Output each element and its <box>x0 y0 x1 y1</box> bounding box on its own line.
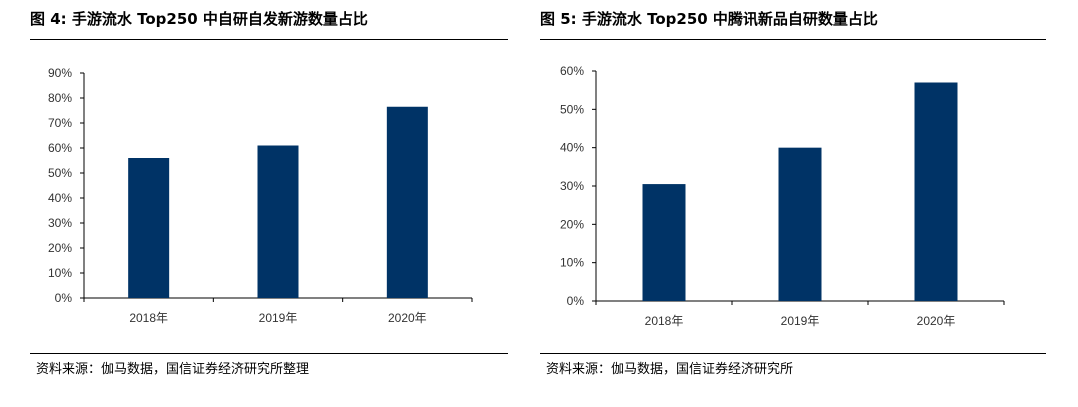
figure-5-panel: 图 5: 手游流水 Top250 中腾讯新品自研数量占比 0% 10% 20% 30%… <box>540 0 1046 407</box>
figure-4-y-tick-label: 40% <box>48 191 72 205</box>
figure-4-y-tick-label: 30% <box>48 216 72 230</box>
figure-5-y-tick-label: 0% <box>567 294 585 308</box>
figure-4-y-tick-label: 70% <box>48 116 72 130</box>
figure-5-top-rule <box>540 39 1046 40</box>
figure-4-source: 资料来源：伽马数据，国信证券经济研究所整理 <box>36 362 310 377</box>
figure-5-y-tick-label: 30% <box>560 179 584 193</box>
figure-5-bar <box>914 82 958 301</box>
figure-4-x-tick-label: 2019年 <box>259 311 298 325</box>
figure-5-y-tick-label: 50% <box>560 102 584 116</box>
figure-4-chart: 0% 10% 20% 30% 40% 50% 60% 70% 80% 90% 2018年 2019年 2… <box>48 66 473 325</box>
figure-5-bar <box>778 147 822 301</box>
figure-5-y-tick-label: 60% <box>560 64 584 78</box>
figure-4-bar <box>128 158 170 298</box>
figure-5-x-tick-label: 2020年 <box>917 314 956 328</box>
figure-5-y-tick-label: 10% <box>560 256 584 270</box>
figure-4-x-tick-label: 2018年 <box>129 311 168 325</box>
figure-4-bar <box>257 145 299 298</box>
figure-4-x-tick-label: 2020年 <box>388 311 427 325</box>
figure-4-y-tick-label: 60% <box>48 141 72 155</box>
figure-4-bottom-rule <box>30 353 508 354</box>
figure-4-y-tick-label: 50% <box>48 166 72 180</box>
figure-4-y-tick-label: 0% <box>55 291 73 305</box>
figure-4-y-tick-label: 80% <box>48 91 72 105</box>
figure-5-y-tick-label: 40% <box>560 141 584 155</box>
figure-4-bar <box>386 106 428 298</box>
figure-5-x-tick-label: 2019年 <box>781 314 820 328</box>
figure-5-bar <box>642 184 686 301</box>
figure-4-title: 图 4: 手游流水 Top250 中自研自发新游数量占比 <box>30 10 368 28</box>
figure-4-y-tick-label: 20% <box>48 241 72 255</box>
figure-5-source: 资料来源：伽马数据，国信证券经济研究所 <box>546 362 794 377</box>
figure-5-x-tick-label: 2018年 <box>645 314 684 328</box>
figure-5-chart: 0% 10% 20% 30% 40% 50% 60% 2018年 2019年 2020年 <box>560 64 1005 328</box>
figure-4-y-tick-label: 10% <box>48 266 72 280</box>
figure-5-title: 图 5: 手游流水 Top250 中腾讯新品自研数量占比 <box>540 10 878 28</box>
figure-5-bottom-rule <box>540 353 1046 354</box>
figure-4-panel: 图 4: 手游流水 Top250 中自研自发新游数量占比 0% 10% 20% 30%… <box>30 0 508 407</box>
figure-4-y-tick-label: 90% <box>48 66 72 80</box>
figure-5-y-tick-label: 20% <box>560 217 584 231</box>
figure-4-top-rule <box>30 39 508 40</box>
